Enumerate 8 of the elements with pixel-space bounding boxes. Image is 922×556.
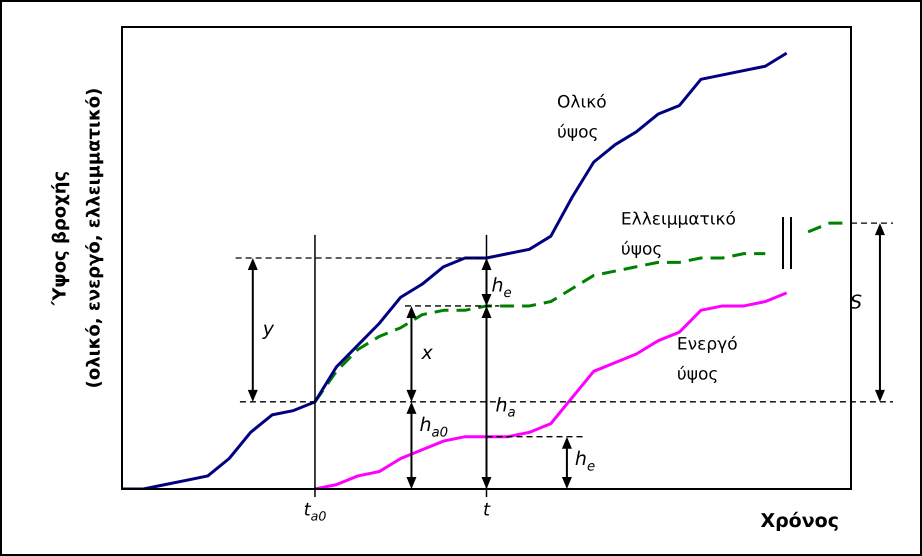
series-label: Ολικό ύψος [557,92,607,143]
y-axis-title: Ύψος βροχής (ολικό, ενεργό, ελλειμματικό) [50,88,105,388]
series-label: Ελλειμματικό ύψος [620,209,736,260]
annotation: x [420,342,434,364]
x-tick-label: t [482,500,491,521]
annotation: y [262,318,275,340]
x-axis-title: Χρόνος [760,510,839,532]
series-label: Ενεργό ύψος [676,334,738,385]
